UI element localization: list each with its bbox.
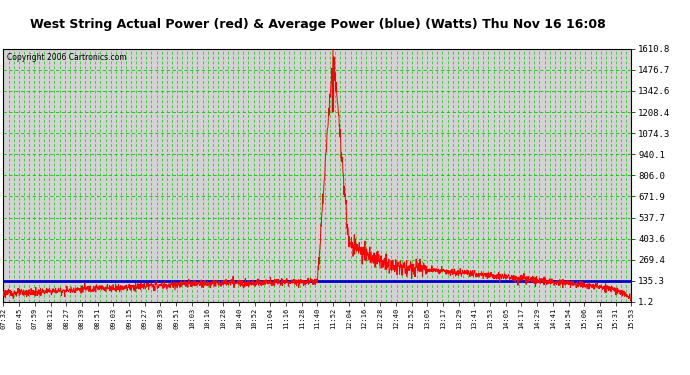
Text: Copyright 2006 Cartronics.com: Copyright 2006 Cartronics.com bbox=[7, 53, 126, 62]
Text: West String Actual Power (red) & Average Power (blue) (Watts) Thu Nov 16 16:08: West String Actual Power (red) & Average… bbox=[30, 18, 605, 31]
